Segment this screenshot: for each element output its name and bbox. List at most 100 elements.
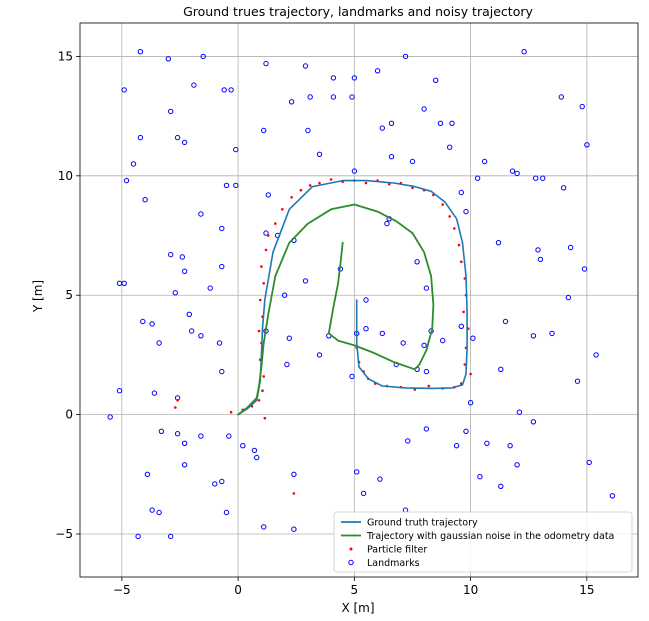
landmark-point [458,189,464,196]
landmark-point [181,268,188,274]
landmark-point [135,533,141,540]
legend-box [333,511,633,573]
landmark-point [191,82,197,88]
particle-point [290,196,293,199]
landmark-point [423,368,430,375]
x-tick-label: 5 [351,583,359,597]
particle-point [364,181,368,185]
landmark-point [121,280,127,286]
x-axis-label: X [m] [341,601,374,615]
landmark-point [351,75,358,81]
landmark-point [514,462,520,468]
landmark-point [516,409,523,415]
landmark-point [423,426,430,432]
landmark-point [181,462,188,468]
legend-label: Landmarks [367,558,420,569]
landmark-point [514,170,520,177]
landmark-point [349,94,355,100]
particle-point [469,372,472,376]
landmark-point [172,290,179,296]
landmark-point [140,318,146,325]
landmark-point [188,328,195,334]
landmark-point [254,454,260,461]
landmark-point [168,108,174,115]
landmark-point [142,197,148,203]
landmark-point [263,60,269,67]
landmark-point [186,311,193,317]
landmark-point [470,335,476,341]
landmark-point [558,94,564,100]
particle-point [274,222,277,225]
landmark-point [261,524,267,530]
landmark-point [330,94,337,100]
particle-point [318,181,321,185]
landmark-point [405,438,411,444]
landmark-point [284,361,290,368]
landmark-point [316,352,323,358]
landmark-point [535,247,541,253]
y-tick-label: 15 [58,49,73,63]
landmark-point [421,342,427,349]
particle-point [457,243,461,247]
landmark-point [233,146,239,153]
landmark-point [565,294,571,301]
landmark-point [463,428,469,434]
landmark-point [221,87,227,93]
landmark-point [223,182,230,189]
landmark-point [316,151,323,158]
landmark-point [437,120,444,127]
y-tick-label: 0 [65,408,73,422]
landmark-point [374,68,381,74]
landmark-point [449,120,455,127]
landmark-point [477,474,483,480]
landmark-point [363,326,369,332]
landmark-point [233,182,239,189]
landmark-point [421,106,427,112]
landmark-point [291,526,297,532]
landmark-point [463,208,469,215]
landmark-point [265,192,271,198]
landmark-point [388,154,395,160]
particle-point [427,384,431,388]
landmark-point [302,278,309,284]
landmark-point [540,175,546,181]
landmark-point [349,373,355,380]
landmark-point [107,414,113,420]
particle-point [176,399,179,402]
landmark-point [156,509,162,516]
particle-point [411,186,414,190]
landmark-point [351,168,358,174]
landmark-point [354,469,360,475]
y-tick-label: 5 [65,288,73,302]
landmark-point [165,56,172,62]
landmark-point [240,443,246,449]
landmark-point [305,127,311,134]
landmark-point [521,49,527,55]
legend-swatch-marker [348,559,354,566]
landmark-point [216,340,223,346]
legend-label: Particle filter [367,545,427,556]
landmark-point [207,285,213,291]
landmark-point [453,443,460,449]
x-tick-label: −5 [113,583,131,597]
particle-point [257,399,261,402]
landmark-point [228,87,234,93]
y-tick-label: −5 [55,527,73,541]
landmark-point [181,440,188,446]
landmark-point [219,368,225,375]
x-tick-label: 15 [579,583,594,597]
series-line-1 [237,203,435,416]
particle-point [174,406,177,409]
particle-point [448,215,452,218]
landmark-point [379,125,385,131]
landmark-point [181,139,188,146]
landmark-point [584,142,590,148]
landmark-point [144,471,151,477]
landmark-point [579,103,585,110]
landmark-point [549,330,555,337]
particle-point [292,492,296,495]
plot-frame [79,22,639,578]
landmark-point [509,168,516,174]
landmark-point [581,266,588,272]
landmark-point [198,211,204,217]
